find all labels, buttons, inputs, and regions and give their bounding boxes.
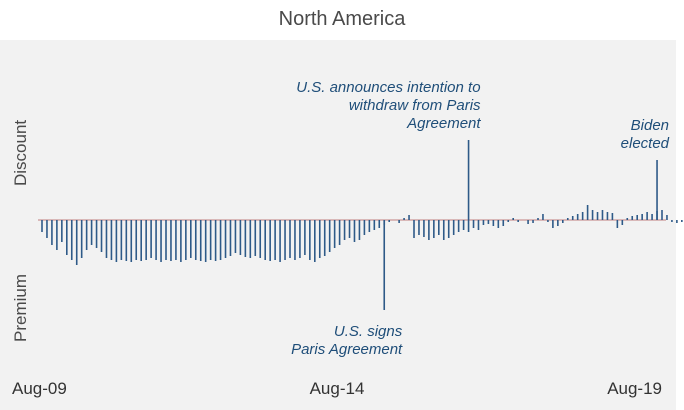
- annotation-text: U.S. signs: [334, 323, 403, 340]
- y-label-discount: Discount: [11, 120, 30, 186]
- x-tick-label: Aug-14: [310, 379, 365, 398]
- annotation-text: Agreement: [406, 115, 481, 132]
- annotation-text: Paris Agreement: [291, 341, 403, 358]
- chart-title: North America: [278, 8, 406, 30]
- x-tick-label: Aug-09: [12, 379, 67, 398]
- x-tick-label: Aug-19: [607, 379, 662, 398]
- annotation-text: withdraw from Paris: [349, 97, 481, 114]
- plot-panel: [0, 40, 676, 410]
- y-label-premium: Premium: [11, 274, 30, 342]
- annotation-text: elected: [621, 135, 670, 152]
- annotation-text: Biden: [631, 117, 669, 134]
- annotation-text: U.S. announces intention to: [296, 79, 480, 96]
